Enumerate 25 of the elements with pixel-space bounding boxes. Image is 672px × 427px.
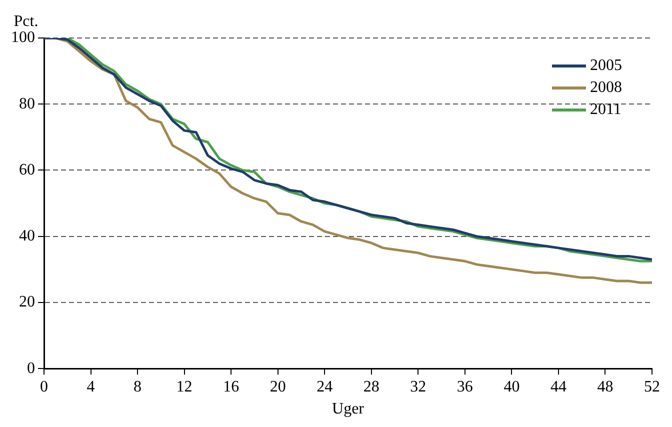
x-tick-label: 24 — [316, 378, 333, 396]
legend-label: 2005 — [590, 57, 622, 74]
x-tick-label: 40 — [504, 378, 520, 396]
y-tick-label: 60 — [19, 161, 35, 178]
legend-label: 2008 — [590, 79, 622, 96]
x-tick-label: 8 — [134, 378, 142, 396]
y-tick-label: 80 — [19, 95, 35, 112]
y-axis-title: Pct. — [14, 13, 38, 30]
x-tick-label: 52 — [644, 378, 660, 396]
legend-label: 2011 — [590, 101, 622, 118]
y-tick-label: 20 — [19, 294, 35, 311]
x-tick-label: 28 — [363, 378, 380, 396]
x-tick-label: 48 — [597, 378, 614, 396]
y-tick-label: 40 — [19, 228, 35, 245]
x-axis-title: Uger — [332, 400, 365, 418]
x-tick-label: 44 — [550, 378, 566, 396]
x-tick-label: 0 — [40, 378, 48, 396]
x-tick-label: 4 — [86, 378, 95, 396]
x-tick-label: 12 — [176, 378, 192, 396]
y-tick-label: 0 — [27, 360, 35, 377]
x-tick-label: 16 — [223, 378, 240, 396]
y-tick-label: 100 — [11, 29, 35, 46]
x-tick-label: 20 — [270, 378, 286, 396]
x-tick-label: 36 — [456, 378, 473, 396]
x-tick-label: 32 — [410, 378, 426, 396]
